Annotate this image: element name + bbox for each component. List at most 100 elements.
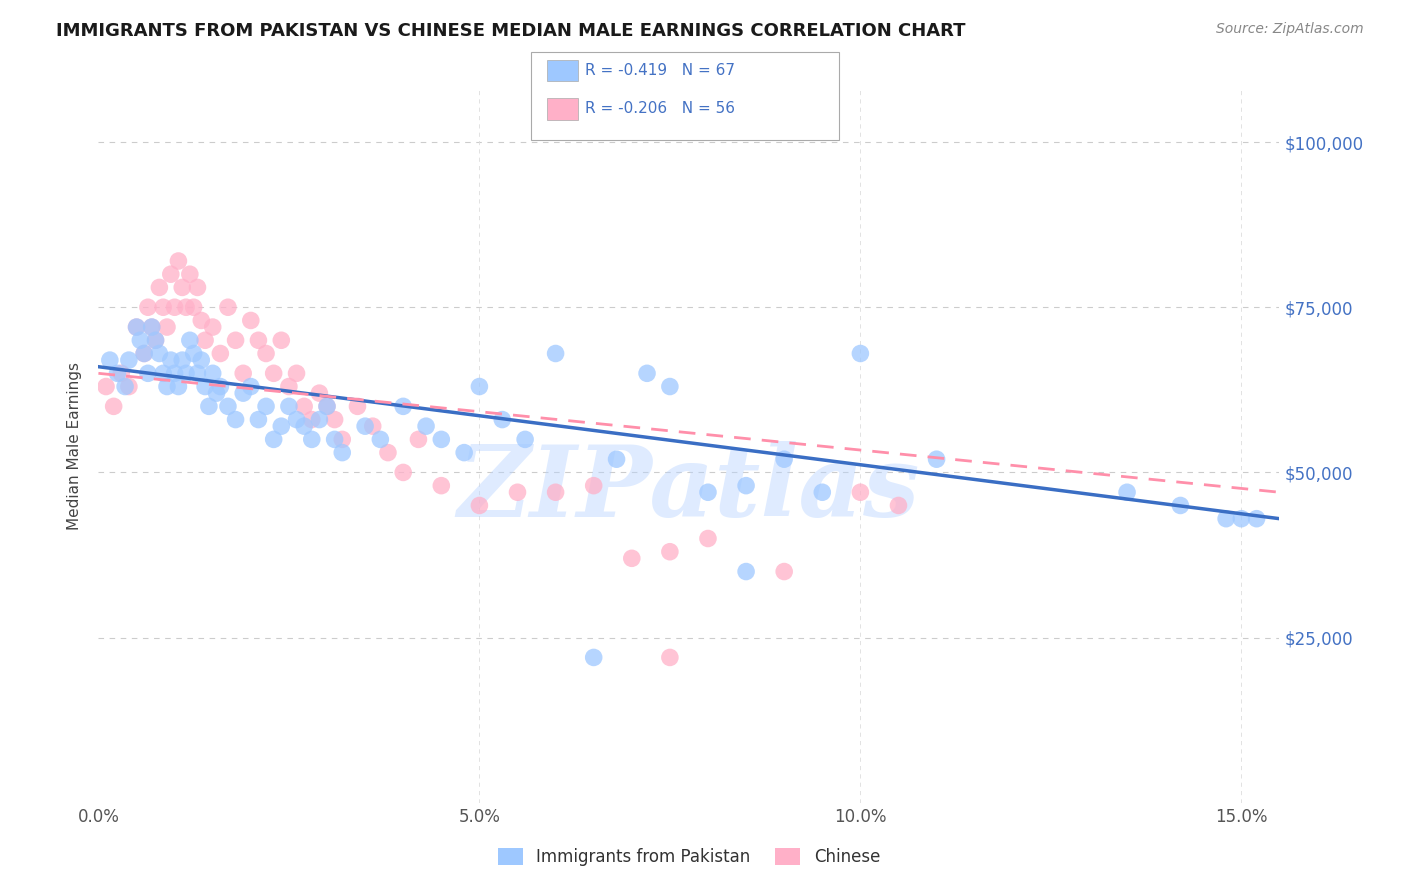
Point: [148, 280, 170, 294]
Point: [125, 320, 148, 334]
Point: [544, 485, 567, 500]
Point: [159, 267, 181, 281]
Point: [186, 280, 208, 294]
Point: [174, 367, 197, 381]
Point: [190, 313, 212, 327]
Point: [1170, 499, 1192, 513]
Y-axis label: Median Male Earnings: Median Male Earnings: [67, 362, 83, 530]
Point: [194, 333, 217, 347]
Point: [183, 346, 205, 360]
Point: [145, 333, 167, 347]
Point: [239, 313, 262, 327]
Point: [658, 545, 681, 559]
Point: [172, 353, 194, 368]
Point: [209, 379, 232, 393]
Point: [1246, 511, 1268, 525]
Point: [392, 466, 415, 480]
Point: [735, 478, 758, 492]
Point: [468, 499, 491, 513]
Point: [225, 333, 247, 347]
Point: [134, 346, 156, 360]
Point: [136, 367, 159, 381]
Point: [330, 445, 353, 459]
Point: [163, 367, 186, 381]
Point: [453, 445, 475, 459]
Point: [582, 650, 605, 665]
Point: [658, 650, 681, 665]
Point: [167, 379, 190, 393]
Point: [277, 379, 299, 393]
Point: [270, 333, 292, 347]
Point: [1116, 485, 1139, 500]
Point: [141, 320, 163, 334]
Point: [141, 320, 163, 334]
Point: [232, 386, 254, 401]
Point: [134, 346, 156, 360]
Point: [225, 412, 247, 426]
Point: [190, 353, 212, 368]
Point: [247, 412, 270, 426]
Point: [392, 400, 415, 414]
Point: [316, 400, 339, 414]
Point: [103, 400, 125, 414]
Point: [285, 412, 308, 426]
Point: [232, 367, 254, 381]
Point: [179, 333, 201, 347]
Point: [136, 300, 159, 314]
Point: [98, 353, 121, 368]
Point: [179, 267, 201, 281]
Point: [183, 300, 205, 314]
Point: [277, 400, 299, 414]
Text: ZIPatlas: ZIPatlas: [458, 441, 920, 537]
Text: IMMIGRANTS FROM PAKISTAN VS CHINESE MEDIAN MALE EARNINGS CORRELATION CHART: IMMIGRANTS FROM PAKISTAN VS CHINESE MEDI…: [56, 22, 966, 40]
Point: [263, 433, 285, 447]
Point: [118, 353, 141, 368]
Point: [1230, 511, 1253, 525]
Point: [323, 412, 346, 426]
Point: [152, 367, 174, 381]
Point: [198, 400, 221, 414]
Point: [513, 433, 536, 447]
Point: [167, 254, 190, 268]
Point: [620, 551, 643, 566]
Point: [308, 386, 330, 401]
Point: [430, 478, 453, 492]
Point: [148, 346, 170, 360]
Point: [205, 386, 228, 401]
Point: [506, 485, 529, 500]
Point: [430, 433, 453, 447]
Point: [330, 433, 353, 447]
Point: [735, 565, 758, 579]
Point: [697, 532, 720, 546]
Point: [468, 379, 491, 393]
Point: [156, 379, 179, 393]
Point: [94, 379, 117, 393]
Point: [209, 346, 232, 360]
Text: R = -0.419   N = 67: R = -0.419 N = 67: [585, 63, 735, 78]
Point: [263, 367, 285, 381]
Point: [415, 419, 437, 434]
Point: [194, 379, 217, 393]
Point: [323, 433, 346, 447]
Point: [849, 346, 872, 360]
Point: [292, 400, 315, 414]
Legend: Immigrants from Pakistan, Chinese: Immigrants from Pakistan, Chinese: [491, 841, 887, 873]
Point: [163, 300, 186, 314]
Point: [292, 419, 315, 434]
Point: [201, 320, 224, 334]
Point: [1215, 511, 1237, 525]
Point: [129, 333, 152, 347]
Point: [125, 320, 148, 334]
Point: [270, 419, 292, 434]
Point: [361, 419, 384, 434]
Point: [247, 333, 270, 347]
Point: [254, 400, 277, 414]
Point: [308, 412, 330, 426]
Point: [217, 400, 239, 414]
Point: [346, 400, 368, 414]
Point: [544, 346, 567, 360]
Point: [107, 367, 129, 381]
Point: [377, 445, 399, 459]
Point: [636, 367, 658, 381]
Point: [285, 367, 308, 381]
